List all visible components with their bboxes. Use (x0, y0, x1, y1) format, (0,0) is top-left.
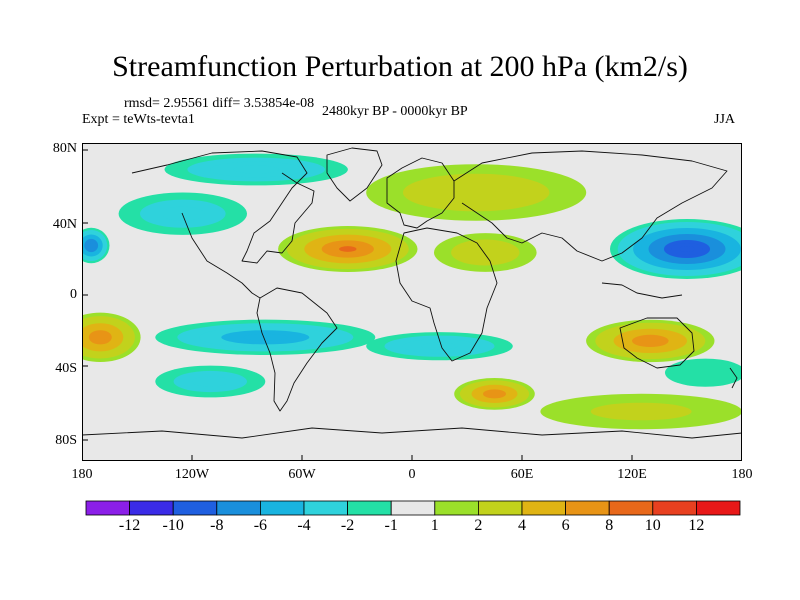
anomaly-12-contour-7 (488, 391, 501, 397)
y-tick-40n: 40N (52, 217, 77, 232)
expt-label: Expt = teWts-tevta1 (82, 112, 195, 127)
colorbar-swatch-14 (652, 500, 697, 516)
anomaly-7 (610, 219, 742, 279)
y-tick-0: 0 (70, 287, 77, 302)
anomaly-12 (454, 378, 535, 410)
colorbar-swatch-1 (85, 500, 130, 516)
anomaly-15-contour-2 (685, 365, 726, 380)
colorbar-label: 1 (430, 517, 439, 534)
colorbar-swatch-7 (347, 500, 392, 516)
colorbar-label: 10 (644, 517, 661, 534)
anomaly-11-contour-3 (192, 376, 229, 387)
central-america-coast (181, 212, 261, 299)
colorbar-swatch-12 (565, 500, 610, 516)
anomaly-8-contour-7 (94, 333, 107, 341)
x-tick-60w: 60W (288, 467, 316, 482)
period-label: 2480kyr BP - 0000kyr BP (322, 104, 468, 119)
colorbar-label: -4 (297, 517, 311, 534)
colorbar-label: 6 (561, 517, 570, 534)
anomaly-7-contour-10 (679, 246, 695, 252)
anomaly-10 (366, 332, 513, 361)
anomaly-11 (155, 365, 266, 398)
asia-coast (453, 150, 728, 262)
new-zealand-coast (729, 367, 738, 389)
colorbar-label: -6 (253, 517, 268, 534)
anomaly-8 (82, 312, 141, 362)
south-america-coast (256, 287, 338, 412)
north-america-coast (131, 150, 315, 264)
colorbar-swatch-6 (303, 500, 348, 516)
colorbar-swatch-13 (608, 500, 654, 516)
colorbar-swatch-8 (390, 500, 436, 516)
colorbar-label: -2 (340, 517, 355, 534)
colorbar-label: 12 (688, 517, 705, 534)
axis-ticks (82, 149, 633, 461)
europe-coast (386, 157, 455, 229)
anomaly-5-contour-3 (468, 246, 503, 259)
season-label: JJA (714, 112, 736, 127)
anomaly-9-contour-5 (243, 333, 288, 341)
anomaly-6 (366, 164, 587, 221)
coastlines (82, 147, 742, 439)
y-tick-80n: 80N (52, 141, 77, 156)
anomaly-2-contour-3 (161, 206, 205, 221)
anomaly-14-contour-2 (590, 402, 692, 421)
colorbar-swatch-2 (129, 500, 174, 516)
colorbar-swatch-15 (696, 500, 741, 516)
indonesia-coast (601, 282, 683, 299)
anomaly-2 (118, 192, 247, 235)
x-tick-180e: 180 (731, 467, 753, 482)
anomaly-14 (540, 393, 742, 430)
africa-coast (395, 227, 498, 362)
anomaly-10-contour-4 (421, 342, 458, 350)
colorbar-swatch-9 (434, 500, 479, 516)
anomaly-9 (155, 319, 376, 355)
colorbar-label: -10 (162, 517, 184, 534)
anomaly-13 (586, 319, 715, 363)
x-tick-120e: 120E (617, 467, 647, 482)
x-tick-60e: 60E (510, 467, 534, 482)
x-tick-0: 0 (408, 467, 416, 482)
anomaly-3-contour-4 (233, 165, 280, 174)
anomaly-4 (278, 226, 418, 272)
anomaly-13-contour-7 (641, 337, 660, 344)
colorbar-swatch-10 (477, 500, 523, 516)
stats-label: rmsd= 2.95561 diff= 3.53854e-08 (124, 96, 315, 111)
x-tick-180w: 180 (71, 467, 93, 482)
x-tick-120w: 120W (174, 467, 210, 482)
greenland-coast (326, 147, 383, 202)
anomaly-5 (434, 233, 537, 272)
colorbar-swatch-5 (259, 500, 305, 516)
anomaly-15 (665, 358, 742, 387)
colorbar-label: 2 (474, 517, 483, 534)
colorbar-label: 8 (605, 517, 614, 534)
colorbar-swatch-4 (216, 500, 261, 516)
colorbar-swatch-3 (172, 500, 218, 516)
antarctica-coast (82, 427, 742, 439)
y-tick-40s: 40S (55, 361, 77, 376)
y-tick-80s: 80S (55, 433, 77, 448)
colorbar-swatch-11 (521, 500, 566, 516)
colorbar-label: 4 (518, 517, 526, 534)
streamfunction-map (82, 143, 742, 461)
colorbar-label: -8 (210, 517, 224, 534)
colorbar-label: -12 (118, 517, 141, 534)
anomaly-4-contour-8 (339, 246, 357, 252)
chart-title: Streamfunction Perturbation at 200 hPa (… (112, 50, 688, 83)
australia-coast (619, 317, 695, 369)
colorbar (85, 500, 741, 516)
anomaly-1-contour-8 (88, 243, 94, 248)
anomaly-1 (82, 227, 110, 264)
anomaly-6-contour-3 (439, 183, 513, 202)
colorbar-label: -1 (384, 517, 398, 534)
